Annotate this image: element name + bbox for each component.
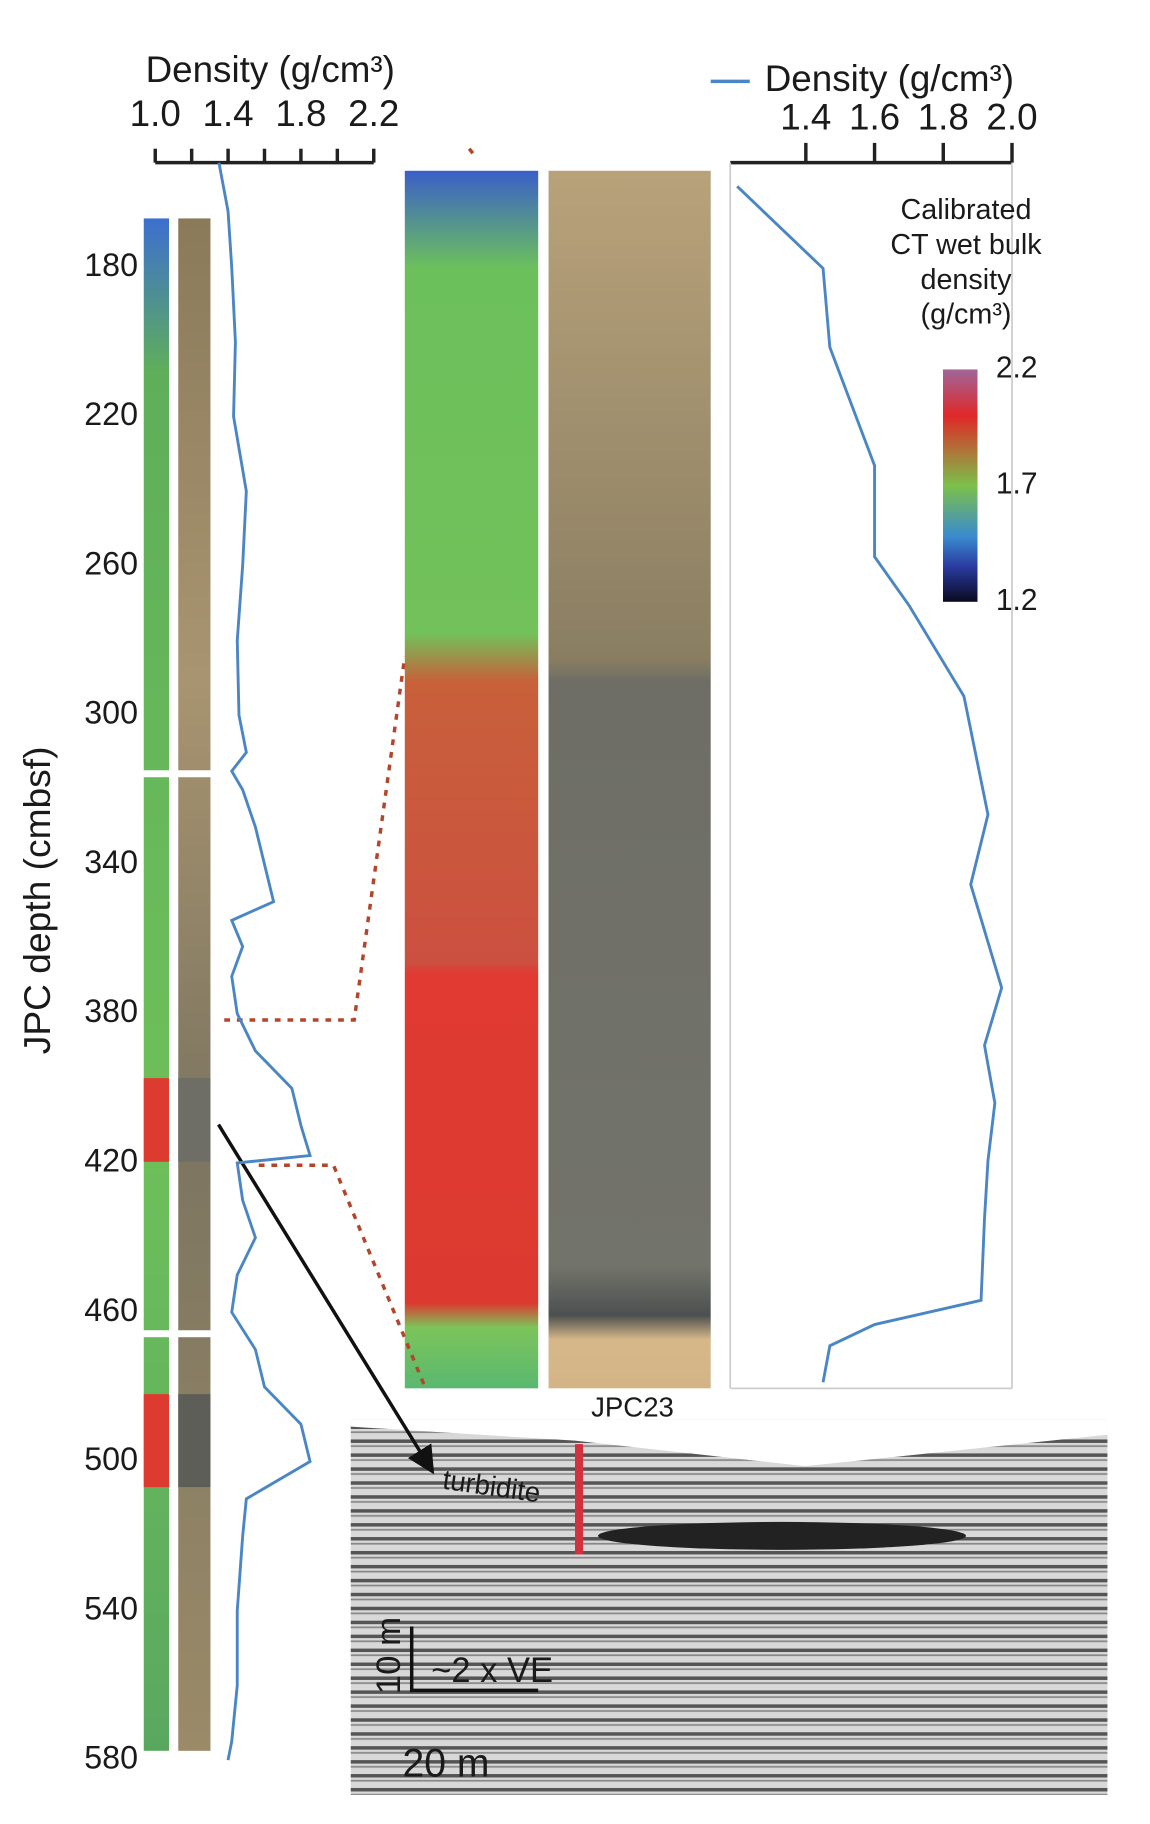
density-line bbox=[736, 185, 1004, 1383]
x-tick-label: 1.6 bbox=[849, 96, 900, 137]
colorbar-tick-label: 2.2 bbox=[996, 351, 1038, 384]
density-line bbox=[217, 162, 312, 1761]
x-tick-label: 2.0 bbox=[986, 96, 1037, 137]
y-tick-label: 420 bbox=[84, 1142, 138, 1178]
core-images bbox=[138, 147, 711, 1751]
colorbar-tick-label: 1.2 bbox=[996, 584, 1038, 617]
y-tick-label: 500 bbox=[84, 1441, 138, 1477]
y-tick-label: 580 bbox=[84, 1740, 138, 1776]
colorbar-title: Calibrated bbox=[901, 194, 1032, 226]
y-tick-label: 220 bbox=[84, 396, 138, 432]
y-tick-label: 300 bbox=[84, 695, 138, 731]
scale-label: 10 m bbox=[370, 1617, 408, 1694]
y-tick-label: 380 bbox=[84, 993, 138, 1029]
core-label: JPC23 bbox=[591, 1391, 674, 1422]
scale-label: 20 m bbox=[402, 1741, 489, 1785]
colorbar-title: (g/cm³) bbox=[921, 299, 1012, 331]
y-tick-label: 460 bbox=[84, 1292, 138, 1328]
x-tick-label: 1.4 bbox=[780, 96, 831, 137]
colorbar-title: density bbox=[920, 264, 1012, 296]
y-tick-label: 180 bbox=[84, 247, 138, 283]
y-tick-label: 260 bbox=[84, 545, 138, 581]
colorbar bbox=[943, 369, 978, 602]
x-tick-label: 1.0 bbox=[130, 93, 181, 134]
x-axis-label: Density (g/cm³) bbox=[146, 49, 395, 90]
y-tick-label: 340 bbox=[84, 844, 138, 880]
scale-label: ~2 x VE bbox=[431, 1652, 553, 1690]
x-tick-label: 1.8 bbox=[918, 96, 969, 137]
seismic-panel: JPC23 turbidite 10 m ~2 x VE 20 m bbox=[217, 1123, 1108, 1795]
x-tick-label: 1.4 bbox=[203, 93, 254, 134]
legend-label: Density (g/cm³) bbox=[765, 58, 1014, 99]
y-axis-label: JPC depth (cmbsf) bbox=[17, 747, 58, 1055]
x-tick-label: 2.2 bbox=[348, 93, 399, 134]
x-tick-label: 1.8 bbox=[275, 93, 326, 134]
colorbar-tick-label: 1.7 bbox=[996, 467, 1038, 500]
y-tick-label: 540 bbox=[84, 1590, 138, 1626]
colorbar-title: CT wet bulk bbox=[890, 229, 1042, 261]
